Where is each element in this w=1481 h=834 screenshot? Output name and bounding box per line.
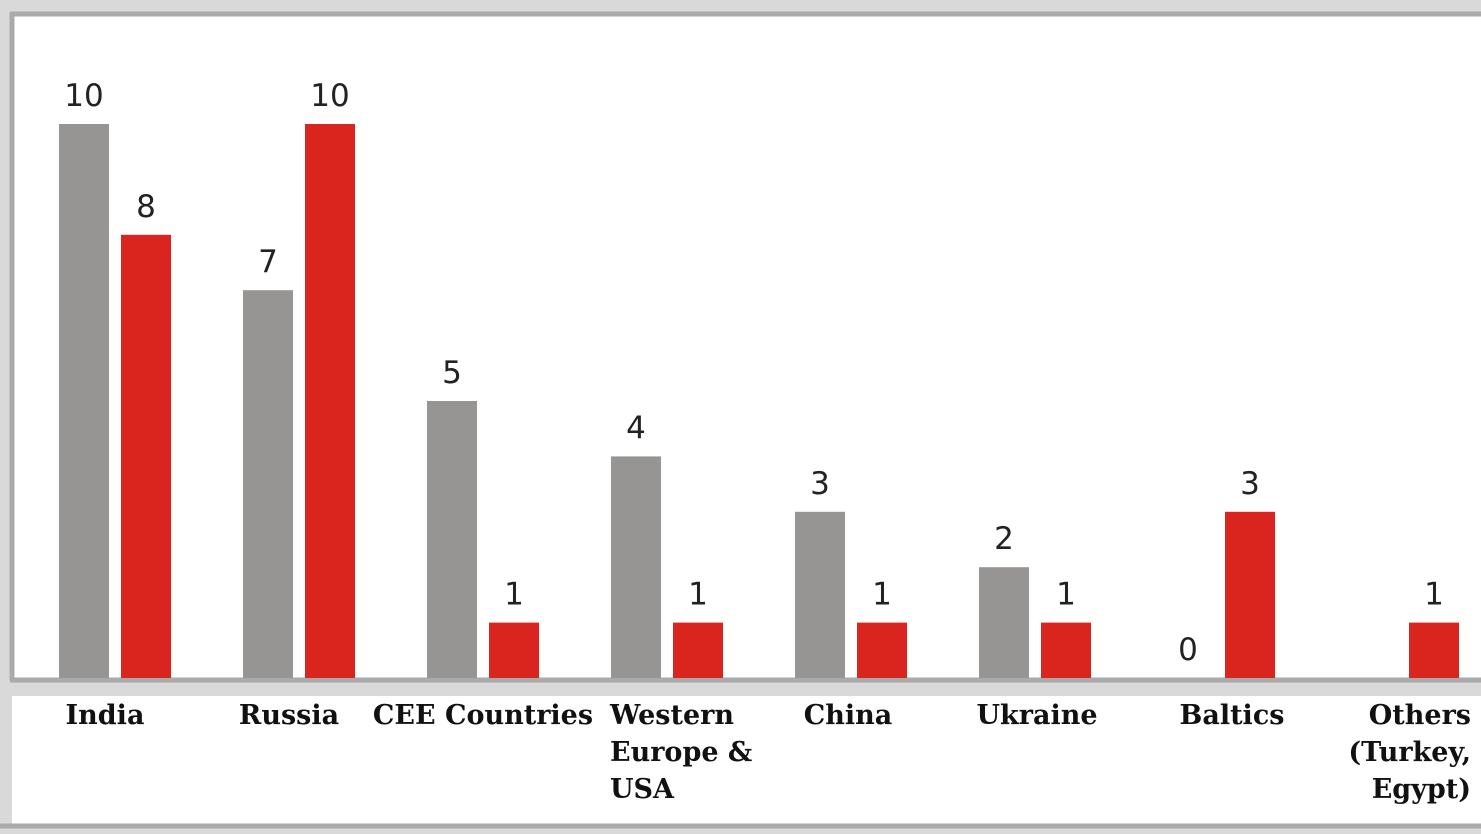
category-label-3-line-1: CEE Countries [373, 700, 593, 731]
category-label-7-line-1: Baltics [1180, 700, 1285, 731]
value-label-s2-c2: 10 [310, 78, 349, 114]
category-label-5-line-1: China [804, 700, 893, 731]
category-label-4-line-3: USA [610, 774, 675, 805]
category-label-8-line-2: (Turkey, [1348, 737, 1471, 768]
bar-s1-c5 [795, 511, 845, 678]
bar-s1-c2 [243, 290, 293, 678]
value-label-s2-c7: 3 [1240, 466, 1260, 502]
bar-s1-c1 [59, 124, 109, 678]
category-label-6-line-1: Ukraine [976, 700, 1097, 731]
category-label-4-line-1: Western [609, 700, 734, 731]
category-label-8-line-3: Egypt) [1372, 774, 1471, 805]
value-label-s1-c3: 5 [442, 355, 462, 391]
value-label-s1-c4: 4 [626, 410, 646, 446]
value-label-s2-c1: 8 [136, 189, 156, 225]
value-label-s2-c4: 1 [688, 577, 708, 613]
value-label-s1-c1: 10 [64, 78, 103, 114]
category-label-8-line-1: Others [1369, 700, 1471, 731]
value-label-s1-c5: 3 [810, 466, 830, 502]
value-label-s2-c3: 1 [504, 577, 524, 613]
bar-s1-c4 [611, 456, 661, 678]
value-label-s1-c2: 7 [258, 244, 278, 280]
bar-s2-c5 [857, 622, 907, 678]
bar-s2-c8 [1409, 622, 1459, 678]
label-area [12, 696, 1481, 824]
value-label-s1-c7: 0 [1178, 632, 1198, 668]
bar-s2-c6 [1041, 622, 1091, 678]
bars-layer [59, 124, 1459, 679]
value-label-s2-c8: 1 [1424, 577, 1444, 613]
value-label-s2-c5: 1 [872, 577, 892, 613]
category-label-4-line-2: Europe & [610, 737, 752, 768]
category-label-1-line-1: India [66, 700, 145, 731]
bar-s1-c3 [427, 401, 477, 678]
value-label-s1-c6: 2 [994, 521, 1014, 557]
bar-s2-c7 [1225, 511, 1275, 678]
bar-s2-c2 [305, 124, 355, 678]
category-labels-layer: India Russia CEE Countries Western Europe & U… [66, 700, 1471, 805]
category-label-2-line-1: Russia [239, 700, 339, 731]
bar-s2-c1 [121, 234, 171, 679]
bar-s1-c6 [979, 567, 1029, 678]
value-label-s2-c6: 1 [1056, 577, 1076, 613]
bar-s2-c3 [489, 622, 539, 678]
bar-s2-c4 [673, 622, 723, 678]
